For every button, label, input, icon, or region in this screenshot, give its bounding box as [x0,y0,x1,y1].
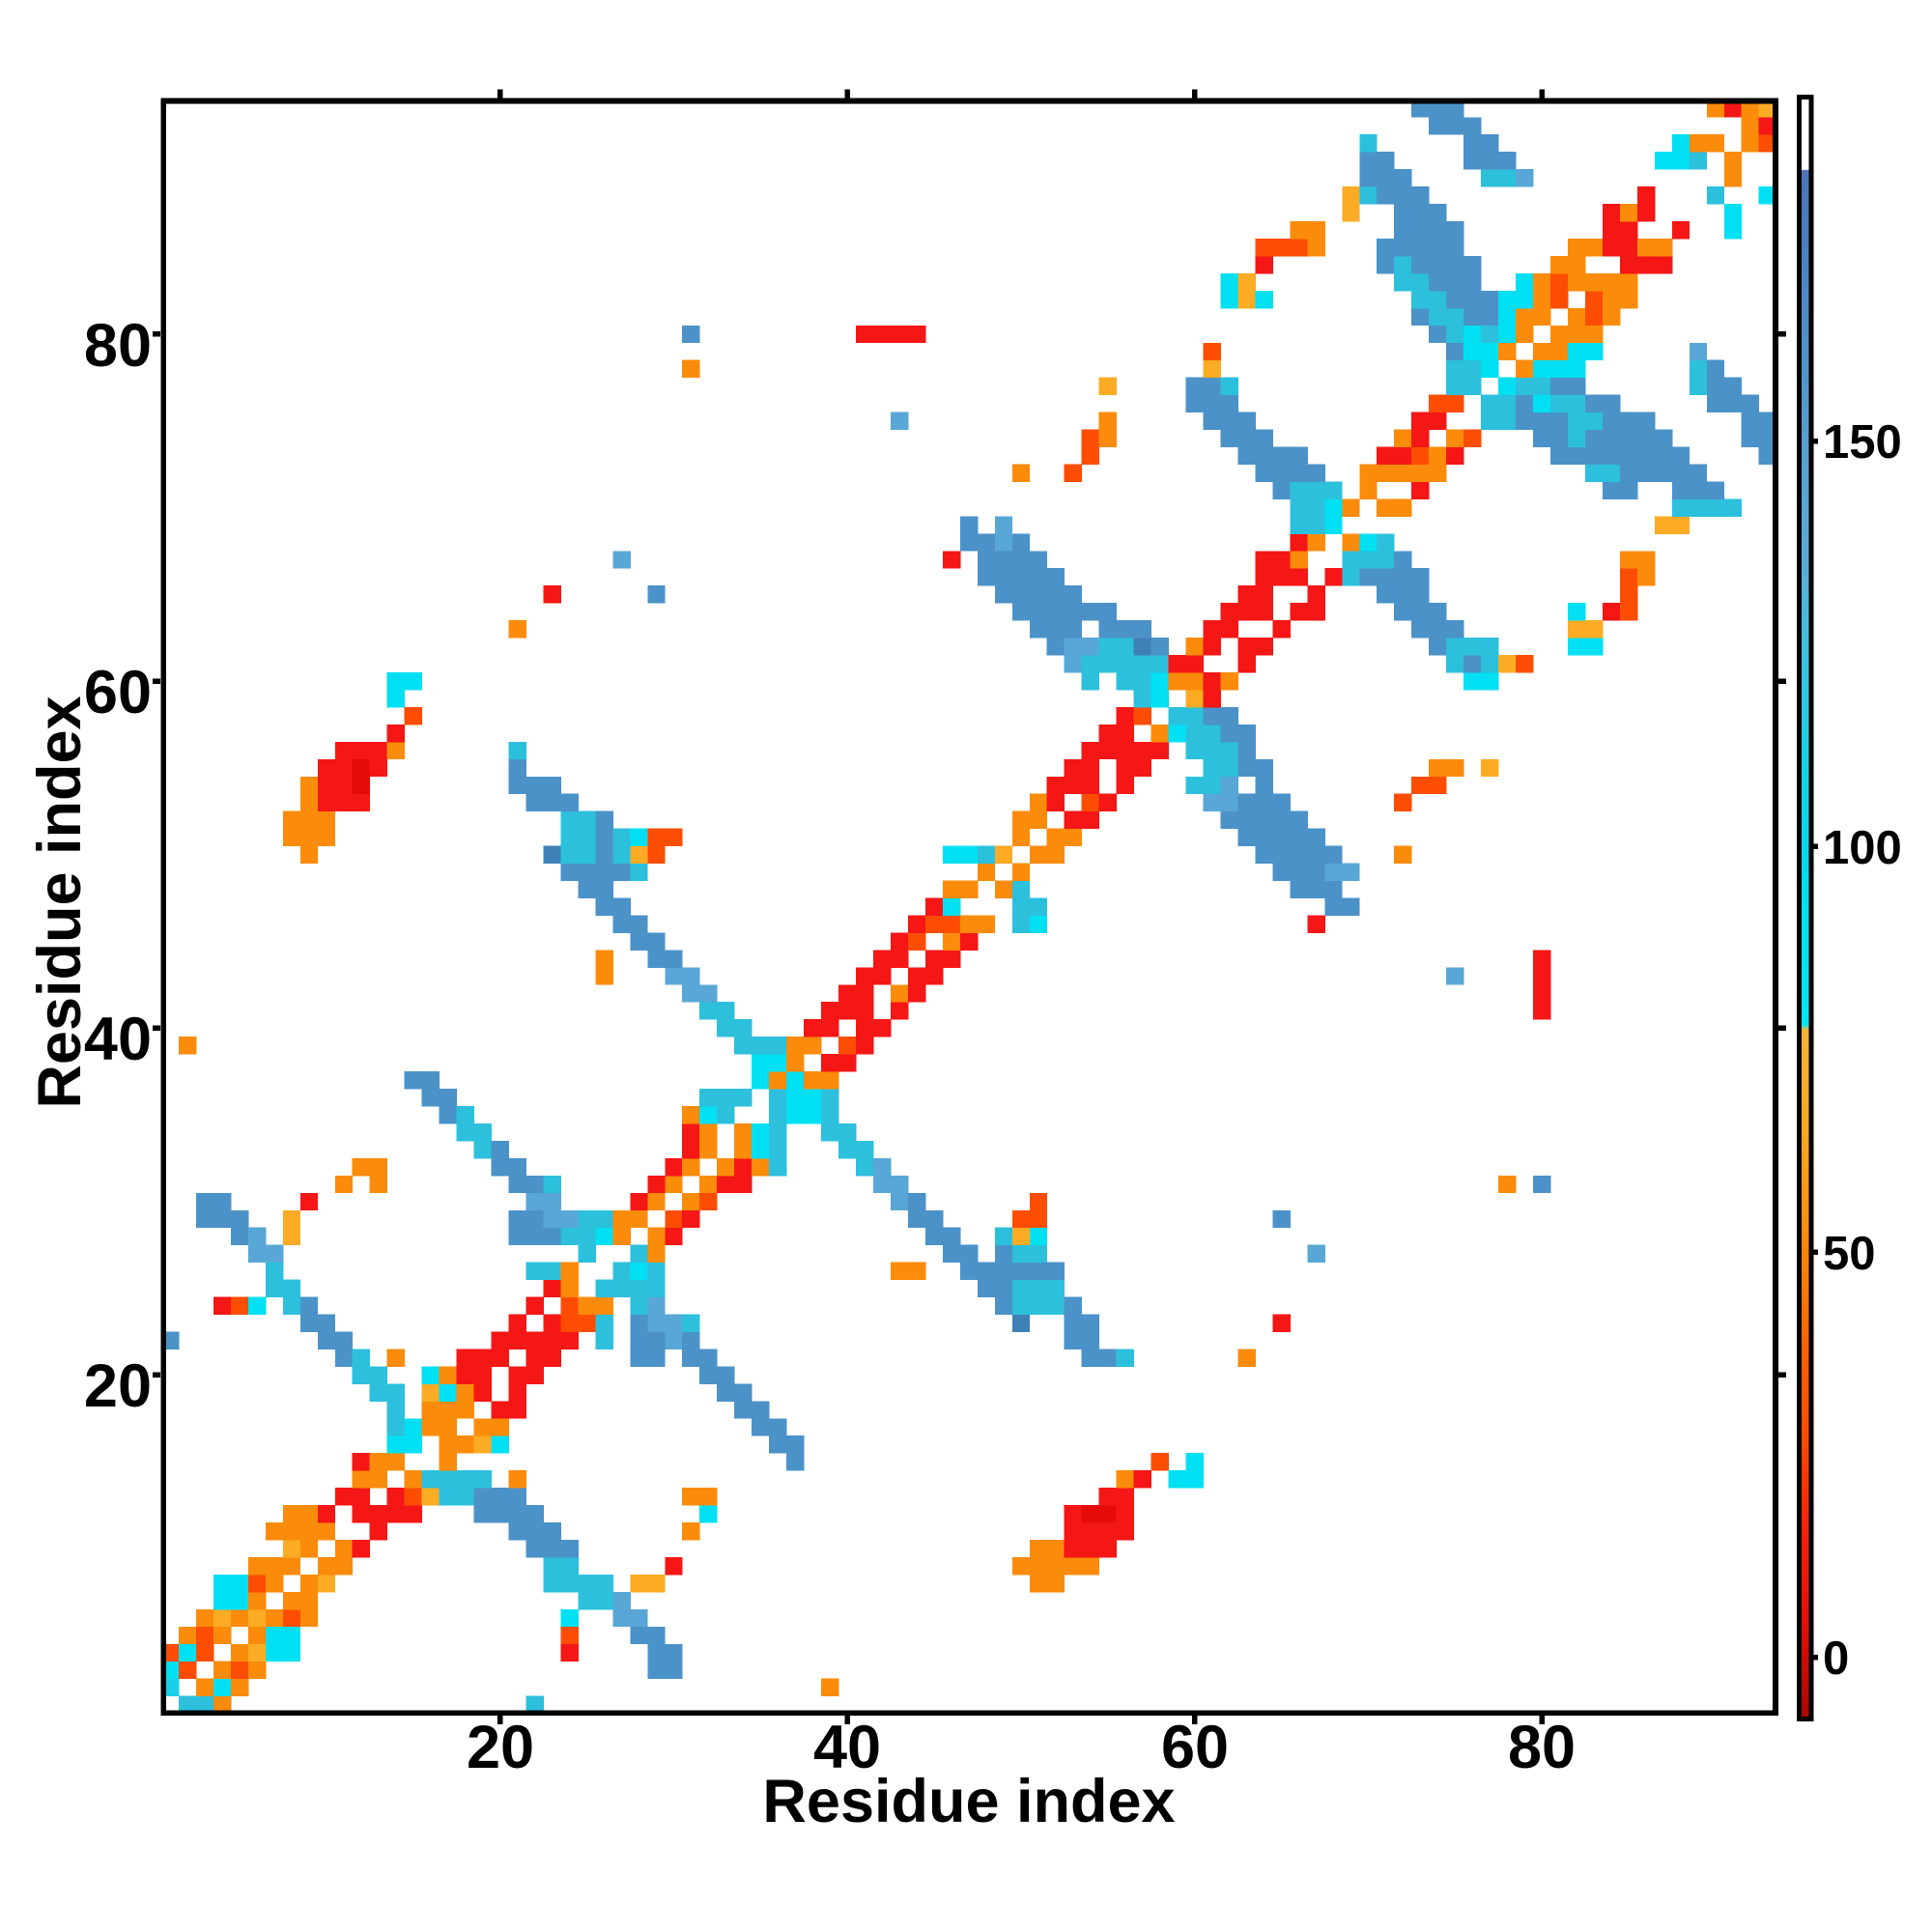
svg-text:80: 80 [1508,1714,1576,1781]
svg-text:80: 80 [84,312,152,380]
svg-text:20: 20 [84,1352,152,1420]
svg-text:Residue index: Residue index [762,1768,1175,1835]
svg-text:40: 40 [813,1714,881,1781]
svg-text:60: 60 [1161,1714,1229,1781]
svg-text:0: 0 [1823,1633,1849,1685]
svg-text:20: 20 [467,1714,534,1781]
svg-text:100: 100 [1823,822,1902,874]
svg-text:Residue index: Residue index [26,696,94,1108]
svg-text:60: 60 [84,659,152,726]
svg-text:40: 40 [84,1006,152,1073]
svg-text:50: 50 [1823,1228,1876,1280]
svg-text:150: 150 [1823,416,1902,469]
